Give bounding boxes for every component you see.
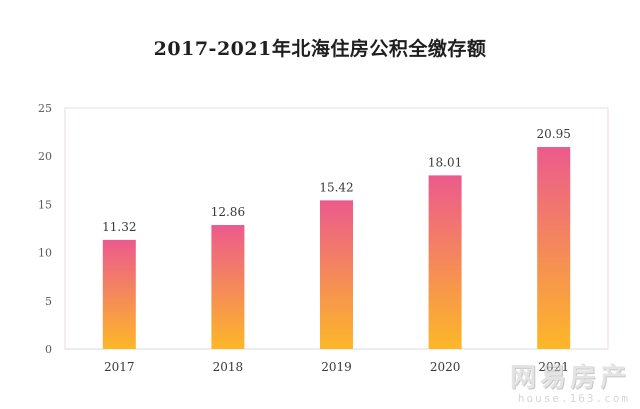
bar-2017 <box>102 239 136 349</box>
data-labels-group: 11.32 12.86 15.42 18.01 20.95 <box>102 127 571 234</box>
x-tick-label-2018: 2018 <box>213 360 244 374</box>
y-tick-label: 0 <box>45 343 52 356</box>
data-label-2018: 12.86 <box>211 205 245 219</box>
data-label-2019: 15.42 <box>319 180 353 194</box>
data-label-2020: 18.01 <box>428 155 462 169</box>
y-tick-label: 20 <box>38 150 52 163</box>
bar-2018 <box>211 225 245 349</box>
watermark-logo: 网易房产 house.163.com <box>510 364 630 405</box>
x-tick-label-2017: 2017 <box>104 360 135 374</box>
bar-2019 <box>320 200 353 349</box>
y-axis: 0 5 10 15 20 25 <box>38 102 52 356</box>
x-tick-label-2021: 2021 <box>538 360 569 374</box>
bars-group <box>102 147 571 349</box>
x-tick-label-2019: 2019 <box>321 360 352 374</box>
y-tick-label: 5 <box>45 295 52 308</box>
y-tick-label: 15 <box>38 198 52 211</box>
y-tick-label: 25 <box>38 102 52 115</box>
x-axis: 2017 2018 2019 2020 2021 <box>104 360 569 374</box>
bar-2021 <box>537 147 571 349</box>
x-tick-label-2020: 2020 <box>430 360 461 374</box>
data-label-2021: 20.95 <box>537 127 571 141</box>
data-label-2017: 11.32 <box>102 220 136 234</box>
bar-2020 <box>428 175 462 349</box>
watermark-main-text: 网易房产 <box>509 363 630 393</box>
y-tick-label: 10 <box>38 247 52 260</box>
watermark-url-text: house.163.com <box>517 392 630 405</box>
chart-title: 2017-2021年北海住房公积全缴存额 <box>153 38 487 60</box>
